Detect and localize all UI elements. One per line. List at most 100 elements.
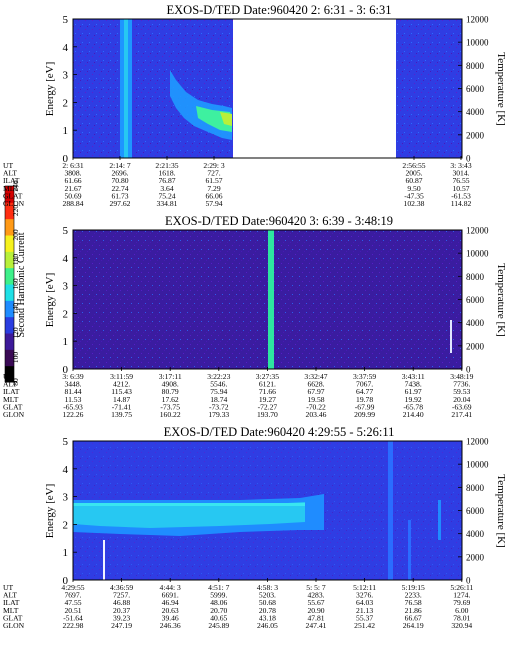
right-y-tick-label: 6000	[466, 84, 485, 94]
ephemeris-cell: 48.06	[210, 598, 227, 607]
ephemeris-cell: 76.87	[158, 176, 175, 185]
ephemeris-row-label: ALT	[3, 591, 17, 600]
ephemeris-cell: 20.63	[162, 606, 179, 615]
ephemeris-cell: 6121.	[259, 380, 276, 389]
ephemeris-cell: 122.26	[63, 410, 84, 419]
panel-3-title: EXOS-D/TED Date:960420 4:29:55 - 5:26:11	[164, 425, 395, 439]
ephemeris-cell: 50.68	[259, 598, 276, 607]
ephemeris-cell: 19.78	[356, 395, 373, 404]
ephemeris-cell: 3:37:59	[353, 372, 376, 381]
panel-1-data-gap	[233, 19, 396, 158]
panel-3-ephemeris: UTALTILATMLTGLATGLON4:29:557697.47.5520.…	[3, 578, 473, 630]
ephemeris-cell: 75.24	[158, 191, 175, 200]
colorbar-swatch	[5, 349, 14, 367]
right-y-tick-label: 10000	[466, 249, 489, 259]
ephemeris-cell: 79.69	[453, 598, 470, 607]
ephemeris-cell: 80.79	[162, 387, 179, 396]
right-y-tick-label: 6000	[466, 295, 485, 305]
ephemeris-cell: 5:19:15	[402, 583, 425, 592]
ephemeris-cell: 247.41	[306, 621, 327, 630]
ephemeris-cell: 7067.	[356, 380, 373, 389]
y-tick-label: 1	[63, 336, 69, 348]
ephemeris-cell: 2005.	[405, 169, 422, 178]
ephemeris-cell: 18.74	[210, 395, 227, 404]
ephemeris-cell: 5:12:11	[353, 583, 376, 592]
right-y-tick-label: 2000	[466, 130, 485, 140]
ephemeris-cell: 4:36:59	[110, 583, 133, 592]
ephemeris-row-label: ILAT	[3, 387, 20, 396]
ephemeris-cell: 214.40	[403, 410, 424, 419]
panel-2-yticks: 0 1 2 3 4 5	[63, 225, 77, 376]
ephemeris-cell: 3808.	[64, 169, 81, 178]
colorbar-tick-label: 240	[11, 180, 20, 192]
ephemeris-cell: 59.53	[453, 387, 470, 396]
right-y-tick-label: 6000	[466, 506, 485, 516]
colorbar-swatch	[5, 284, 14, 301]
ephemeris-cell: -65.78	[403, 402, 423, 411]
ephemeris-cell: 3:48:19	[450, 372, 473, 381]
ephemeris-row-label: GLAT	[3, 613, 23, 622]
panel-1-ylabel: Energy [eV]	[44, 62, 56, 116]
ephemeris-cell: 5203.	[259, 591, 276, 600]
ephemeris-cell: 21.67	[64, 184, 81, 193]
colorbar-swatch	[5, 251, 14, 269]
colorbar-swatch	[5, 316, 14, 334]
ephemeris-cell: 19.27	[259, 395, 276, 404]
ephemeris-cell: 20.37	[113, 606, 130, 615]
ephemeris-cell: 64.77	[356, 387, 373, 396]
ephemeris-cell: 7257.	[113, 591, 130, 600]
ephemeris-cell: 19.92	[405, 395, 422, 404]
ephemeris-cell: 78.01	[453, 613, 470, 622]
panel-2: EXOS-D/TED Date:960420 3: 6:39 - 3:48:19…	[3, 214, 505, 419]
y-tick-label: 3	[63, 492, 69, 504]
ephemeris-cell: 5:26:11	[450, 583, 473, 592]
colorbar-tick-label: 100	[11, 352, 20, 364]
ephemeris-cell: 4:44: 3	[160, 583, 182, 592]
ephemeris-cell: 22.74	[111, 184, 128, 193]
colorbar-swatch	[5, 365, 14, 383]
panel-1-right-ylabel: Temperature [K]	[495, 52, 505, 125]
ephemeris-cell: 209.99	[354, 410, 375, 419]
ephemeris-cell: 3:11:59	[110, 372, 133, 381]
ephemeris-cell: 320.94	[451, 621, 472, 630]
y-tick-label: 5	[63, 14, 69, 26]
ephemeris-row-label: MLT	[3, 395, 19, 404]
ephemeris-cell: 245.89	[208, 621, 229, 630]
y-tick-label: 0	[63, 575, 69, 587]
ephemeris-row-label: GLON	[3, 410, 25, 419]
ephemeris-cell: -73.75	[160, 402, 180, 411]
colorbar-tick-label: 180	[11, 254, 20, 266]
panel-3-band	[73, 502, 305, 528]
right-y-tick-label: 2000	[466, 341, 485, 351]
ephemeris-cell: 61.66	[64, 176, 81, 185]
ephemeris-cell: 2:56:55	[402, 161, 425, 170]
ephemeris-cell: 47.55	[64, 598, 81, 607]
ephemeris-cell: 247.19	[111, 621, 132, 630]
ephemeris-cell: 7697.	[64, 591, 81, 600]
ephemeris-cell: 4:29:55	[61, 583, 84, 592]
ephemeris-cell: 203.46	[306, 410, 327, 419]
ephemeris-cell: 57.94	[205, 199, 222, 208]
right-y-tick-label: 12000	[466, 226, 489, 236]
panel-2-ylabel: Energy [eV]	[44, 273, 56, 327]
ephemeris-cell: 11.53	[65, 395, 82, 404]
colorbar: 80 100 120 140 160 180 200 220 240	[4, 180, 20, 386]
ephemeris-cell: 21.13	[356, 606, 373, 615]
panel-1-right-yticks: 0 2000 4000 6000 8000 10000 12000	[458, 15, 489, 164]
right-y-tick-label: 10000	[466, 460, 489, 470]
panel-2-right-ylabel: Temperature [K]	[495, 263, 505, 336]
right-y-tick-label: 4000	[466, 107, 485, 117]
ephemeris-cell: 2: 6:31	[62, 161, 84, 170]
y-tick-label: 5	[63, 225, 69, 237]
ephemeris-cell: 14.87	[113, 395, 130, 404]
colorbar-swatch	[5, 202, 14, 220]
ephemeris-cell: 4:51: 7	[208, 583, 230, 592]
panel-1-vertical-band-core	[124, 19, 128, 158]
y-tick-label: 2	[63, 97, 69, 109]
ephemeris-cell: 46.94	[162, 598, 179, 607]
ephemeris-cell: 47.81	[307, 613, 324, 622]
ephemeris-cell: 81.44	[64, 387, 81, 396]
ephemeris-cell: 10.57	[452, 184, 469, 193]
